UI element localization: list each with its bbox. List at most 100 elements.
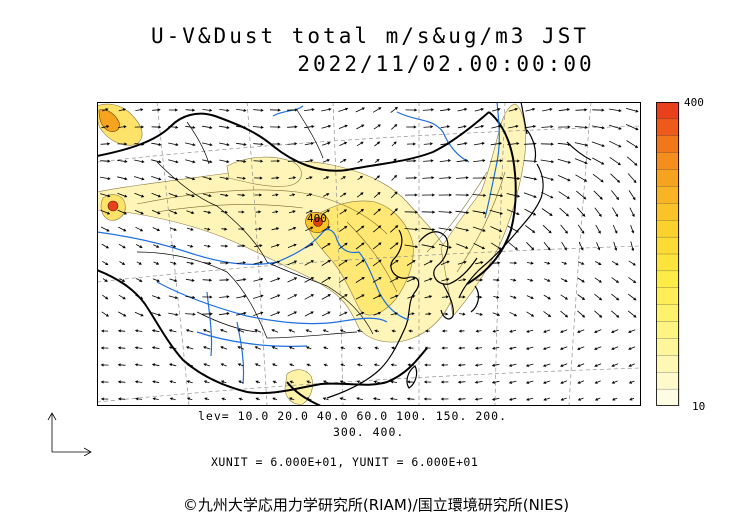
wind-arrow — [422, 108, 435, 112]
wind-arrow — [219, 176, 230, 180]
wind-arrow — [526, 242, 535, 251]
wind-arrow — [289, 363, 295, 367]
wind-arrow — [475, 346, 483, 350]
wind-arrow — [339, 380, 346, 384]
wind-arrow — [474, 125, 485, 129]
wind-arrow — [119, 261, 126, 265]
wind-arrow — [542, 107, 553, 112]
wind-arrow — [455, 227, 470, 232]
wind-arrow — [525, 107, 536, 112]
wind-arrow — [406, 125, 417, 129]
wind-arrow — [356, 225, 365, 233]
wind-arrow — [577, 363, 585, 367]
wind-arrow — [288, 226, 297, 231]
wind-arrow — [204, 227, 211, 231]
wind-arrow — [305, 346, 312, 350]
wind-arrow — [254, 244, 263, 248]
wind-arrow — [255, 380, 261, 384]
wind-arrow — [202, 159, 213, 164]
wind-arrow — [476, 295, 483, 299]
wind-arrow — [356, 208, 364, 215]
wind-arrow — [373, 380, 380, 384]
wind-arrow — [153, 261, 160, 265]
wind-arrow — [186, 380, 193, 384]
wind-arrow — [457, 125, 467, 129]
wind-arrow — [288, 176, 297, 180]
wind-arrow — [304, 311, 314, 317]
wind-arrow — [151, 159, 162, 164]
wind-arrow — [560, 278, 568, 282]
wind-arrow — [491, 124, 502, 129]
wind-arrow — [628, 363, 635, 367]
wind-arrow — [524, 142, 537, 146]
wind-arrow — [339, 225, 348, 232]
wind-arrow — [134, 329, 143, 333]
wind-arrow — [405, 193, 418, 197]
wind-arrow — [472, 193, 487, 197]
wind-arrow — [203, 261, 212, 265]
wind-arrow — [151, 346, 160, 350]
wind-arrow — [626, 140, 639, 148]
wind-arrow — [219, 312, 230, 316]
wind-arrow — [270, 243, 280, 248]
wind-arrow — [220, 329, 228, 333]
wind-arrow — [134, 176, 145, 181]
wind-arrow — [255, 397, 260, 401]
wind-arrow — [558, 191, 571, 199]
wind-arrow — [338, 276, 348, 284]
legend-color-step — [656, 338, 680, 356]
wind-arrow — [186, 210, 195, 214]
wind-arrow — [340, 363, 346, 367]
wind-arrow — [100, 209, 111, 215]
wind-arrow — [440, 142, 451, 146]
wind-arrow — [628, 277, 637, 284]
wind-arrow — [560, 224, 568, 234]
wind-arrow — [391, 158, 397, 164]
legend-color-step — [656, 135, 680, 154]
wind-arrow — [577, 397, 584, 401]
wind-arrow — [169, 380, 177, 384]
wind-arrow — [102, 294, 109, 300]
wind-arrow — [272, 397, 278, 401]
wind-arrow — [441, 278, 450, 282]
wind-arrow — [323, 380, 329, 384]
wind-arrow — [456, 159, 469, 163]
wind-arrow — [625, 108, 639, 113]
wind-arrow — [355, 107, 365, 113]
legend-color-step — [656, 220, 680, 238]
wind-arrow — [425, 329, 431, 333]
wind-arrow — [304, 125, 315, 129]
wind-arrow — [524, 208, 537, 216]
wind-arrow — [576, 190, 587, 200]
wind-arrow — [508, 380, 517, 384]
wind-arrow — [220, 244, 229, 248]
wind-arrow — [455, 210, 470, 215]
wind-arrow — [236, 159, 247, 163]
wind-arrow — [574, 158, 588, 165]
wind-arrow — [236, 176, 246, 180]
wind-arrow — [102, 108, 109, 112]
wind-arrow — [493, 278, 500, 282]
wind-arrow — [134, 346, 143, 350]
wind-arrow — [135, 397, 143, 401]
wind-arrow — [630, 225, 635, 234]
color-legend — [656, 102, 680, 406]
wind-arrow — [578, 241, 584, 251]
wind-arrow — [373, 191, 381, 198]
wind-arrow — [625, 124, 639, 131]
wind-arrow — [321, 259, 331, 266]
wind-arrow — [101, 329, 109, 333]
wind-arrow — [440, 125, 451, 129]
wind-arrow — [321, 124, 332, 129]
wind-arrow — [507, 225, 519, 233]
vector-unit-text: XUNIT = 6.000E+01, YUNIT = 6.000E+01 — [211, 455, 479, 469]
wind-arrow — [389, 242, 399, 250]
wind-arrow — [100, 363, 109, 367]
wind-arrow — [287, 125, 298, 129]
wind-arrow — [237, 329, 245, 333]
wind-arrow — [185, 125, 196, 129]
wind-arrow — [374, 346, 379, 350]
wind-arrow — [322, 329, 329, 333]
wind-arrow — [339, 397, 346, 401]
wind-arrow — [455, 193, 470, 197]
